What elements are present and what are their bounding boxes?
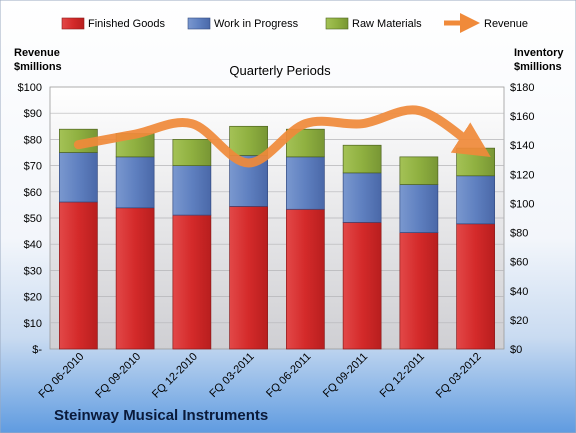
left-tick-label: $60: [24, 187, 42, 199]
bar-finished-goods: [172, 214, 212, 350]
legend-label-work-in-progress: Work in Progress: [214, 18, 299, 30]
left-tick-label: $70: [24, 161, 42, 173]
bar-raw-materials: [399, 156, 439, 185]
right-tick-label: $120: [510, 169, 534, 181]
bar-raw-materials: [172, 139, 212, 166]
revenue-series: [73, 105, 491, 168]
legend: Finished Goods Work in Progress Raw Mate…: [61, 13, 528, 33]
bar-work-in-progress: [399, 184, 439, 233]
right-tick-label: $160: [510, 111, 534, 123]
legend-swatch-raw-materials: [325, 17, 349, 30]
legend-label-raw-materials: Raw Materials: [352, 18, 422, 30]
bar-work-in-progress: [456, 175, 495, 225]
chart-title: Quarterly Periods: [229, 63, 331, 78]
right-axis-title-line-1: Inventory: [514, 47, 564, 59]
left-tick-label: $50: [24, 213, 42, 225]
right-axis-title-line-2: $millions: [514, 61, 562, 73]
legend-label-revenue: Revenue: [484, 18, 528, 30]
left-tick-label: $40: [24, 239, 42, 251]
bar-raw-materials: [342, 144, 382, 174]
right-tick-label: $140: [510, 140, 534, 152]
left-tick-label: $80: [24, 134, 42, 146]
left-axis-title-line-2: $millions: [14, 61, 62, 73]
bar-work-in-progress: [286, 156, 325, 210]
revenue-line: [73, 105, 491, 168]
legend-swatch-finished-goods: [61, 17, 85, 30]
bar-finished-goods: [399, 232, 439, 350]
bar-work-in-progress: [115, 156, 155, 209]
right-tick-label: $20: [510, 315, 528, 327]
legend-swatch-work-in-progress: [187, 17, 211, 30]
right-tick-label: $80: [510, 228, 528, 240]
bar-work-in-progress: [59, 152, 98, 203]
right-axis: $0 $20 $40 $60 $80 $100 $120 $140 $160 $180: [510, 82, 534, 356]
bar-finished-goods: [456, 223, 495, 350]
left-tick-label: $-: [32, 344, 42, 356]
left-axis: $- $10 $20 $30 $40 $50 $60 $70 $80 $90 $100: [18, 82, 43, 356]
legend-label-finished-goods: Finished Goods: [88, 18, 166, 30]
bar-finished-goods: [115, 207, 155, 350]
left-tick-label: $100: [18, 82, 42, 94]
bar-finished-goods: [342, 222, 382, 350]
bar-raw-materials: [456, 147, 495, 177]
bar-finished-goods: [59, 201, 98, 350]
bar-finished-goods: [229, 206, 268, 350]
right-tick-label: $40: [510, 286, 528, 298]
right-tick-label: $0: [510, 344, 522, 356]
left-tick-label: $10: [24, 318, 42, 330]
left-tick-label: $90: [24, 108, 42, 120]
right-tick-label: $180: [510, 82, 534, 94]
bar-work-in-progress: [342, 172, 382, 223]
left-tick-label: $20: [24, 292, 42, 304]
bar-finished-goods: [286, 208, 325, 350]
right-tick-label: $60: [510, 257, 528, 269]
left-axis-title-line-1: Revenue: [14, 47, 60, 59]
left-tick-label: $30: [24, 265, 42, 277]
company-name: Steinway Musical Instruments: [54, 407, 268, 424]
right-tick-label: $100: [510, 198, 534, 210]
bar-work-in-progress: [172, 165, 212, 216]
bar-raw-materials: [229, 125, 268, 156]
